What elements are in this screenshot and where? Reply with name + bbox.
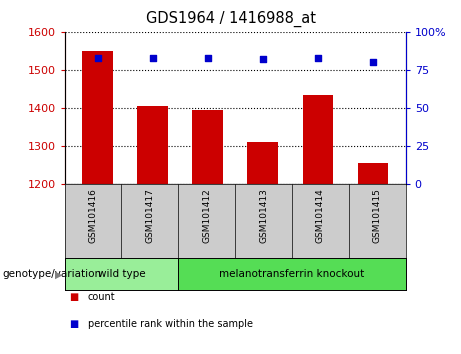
Bar <box>83 51 112 184</box>
Bar <box>302 95 333 184</box>
Point <box>204 55 211 61</box>
Text: wild type: wild type <box>98 269 145 279</box>
Text: GDS1964 / 1416988_at: GDS1964 / 1416988_at <box>146 11 315 27</box>
Bar <box>193 110 223 184</box>
Text: GSM101417: GSM101417 <box>145 188 154 243</box>
Text: genotype/variation: genotype/variation <box>2 269 101 279</box>
Bar <box>248 142 278 184</box>
Text: ■: ■ <box>69 319 78 329</box>
Bar <box>358 163 388 184</box>
Point <box>259 56 266 62</box>
Text: count: count <box>88 292 115 302</box>
Point <box>149 55 156 61</box>
Text: GSM101413: GSM101413 <box>259 188 268 243</box>
Point <box>94 55 101 61</box>
Text: GSM101412: GSM101412 <box>202 188 211 242</box>
Bar <box>137 106 168 184</box>
Text: GSM101414: GSM101414 <box>316 188 325 242</box>
Text: ■: ■ <box>69 292 78 302</box>
Point <box>314 55 321 61</box>
Text: melanotransferrin knockout: melanotransferrin knockout <box>219 269 365 279</box>
Text: ▶: ▶ <box>55 269 62 279</box>
Point <box>369 59 376 65</box>
Text: GSM101416: GSM101416 <box>89 188 97 243</box>
Text: GSM101415: GSM101415 <box>373 188 382 243</box>
Text: percentile rank within the sample: percentile rank within the sample <box>88 319 253 329</box>
